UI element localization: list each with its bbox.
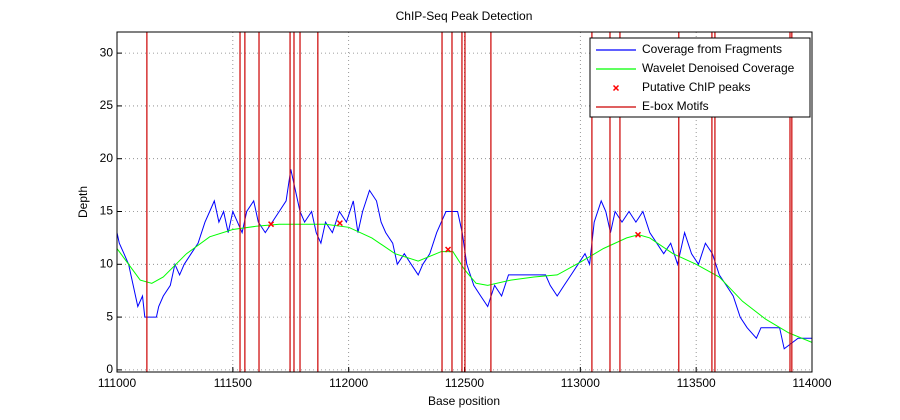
- peak-marker: [445, 246, 452, 253]
- peak-marker: [336, 220, 343, 227]
- legend-swatch: [612, 84, 620, 92]
- legend-box: [589, 37, 811, 118]
- x-tick-label: 112500: [445, 376, 484, 390]
- y-tick-label: 15: [100, 204, 114, 218]
- y-tick-label: 25: [100, 98, 114, 112]
- y-tick-label: 10: [100, 256, 114, 270]
- x-tick-label: 114000: [792, 376, 831, 390]
- axes-box: [116, 31, 813, 373]
- y-tick-label: 5: [106, 309, 113, 323]
- legend-label: Wavelet Denoised Coverage: [642, 61, 795, 75]
- x-tick-label: 111000: [98, 376, 137, 390]
- legend-label: E-box Motifs: [642, 99, 709, 113]
- y-tick-label: 20: [100, 151, 114, 165]
- x-tick-label: 113000: [561, 376, 600, 390]
- data-line: [117, 169, 812, 350]
- y-tick-label: 0: [106, 362, 113, 376]
- legend-label: Putative ChIP peaks: [642, 80, 751, 94]
- legend: Coverage from Fragments Wavelet Denoised …: [589, 37, 811, 118]
- peak-marker: [268, 221, 275, 228]
- plot-content: [117, 32, 812, 372]
- x-tick-label: 112000: [329, 376, 368, 390]
- y-tick-label: 30: [100, 45, 114, 59]
- x-tick-label: 111500: [214, 376, 253, 390]
- chart-title: ChIP-Seq Peak Detection: [396, 9, 533, 23]
- legend-label: Coverage from Fragments: [642, 42, 782, 56]
- x-axis-label: Base position: [428, 394, 500, 408]
- peak-marker: [634, 231, 642, 238]
- x-tick-label: 113500: [677, 376, 716, 390]
- y-axis-label: Depth: [76, 186, 90, 218]
